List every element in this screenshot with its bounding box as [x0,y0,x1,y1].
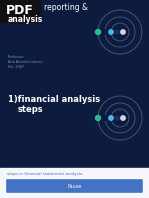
Circle shape [121,30,125,34]
Circle shape [121,116,125,120]
Bar [0,0,40,22]
FancyBboxPatch shape [6,179,143,193]
Circle shape [103,116,107,120]
Text: Professor: Professor [8,55,25,59]
Circle shape [109,30,113,34]
Bar [0,168,149,198]
Text: reporting &: reporting & [44,4,88,12]
Circle shape [96,30,100,34]
Text: Pause: Pause [67,184,82,188]
Text: analysis: analysis [8,14,43,24]
Circle shape [96,115,100,121]
Text: 1)financial analysis: 1)financial analysis [8,95,100,105]
Circle shape [109,116,113,120]
Text: steps: steps [18,106,44,114]
Text: Ana Administratore: Ana Administratore [8,60,42,64]
Bar [0,0,149,168]
Circle shape [115,30,119,34]
Text: steps in financial statement analysis.: steps in financial statement analysis. [7,172,83,176]
Text: PDF: PDF [6,5,34,17]
Circle shape [103,30,107,34]
Text: No. 1987: No. 1987 [8,65,24,69]
Circle shape [115,116,119,120]
